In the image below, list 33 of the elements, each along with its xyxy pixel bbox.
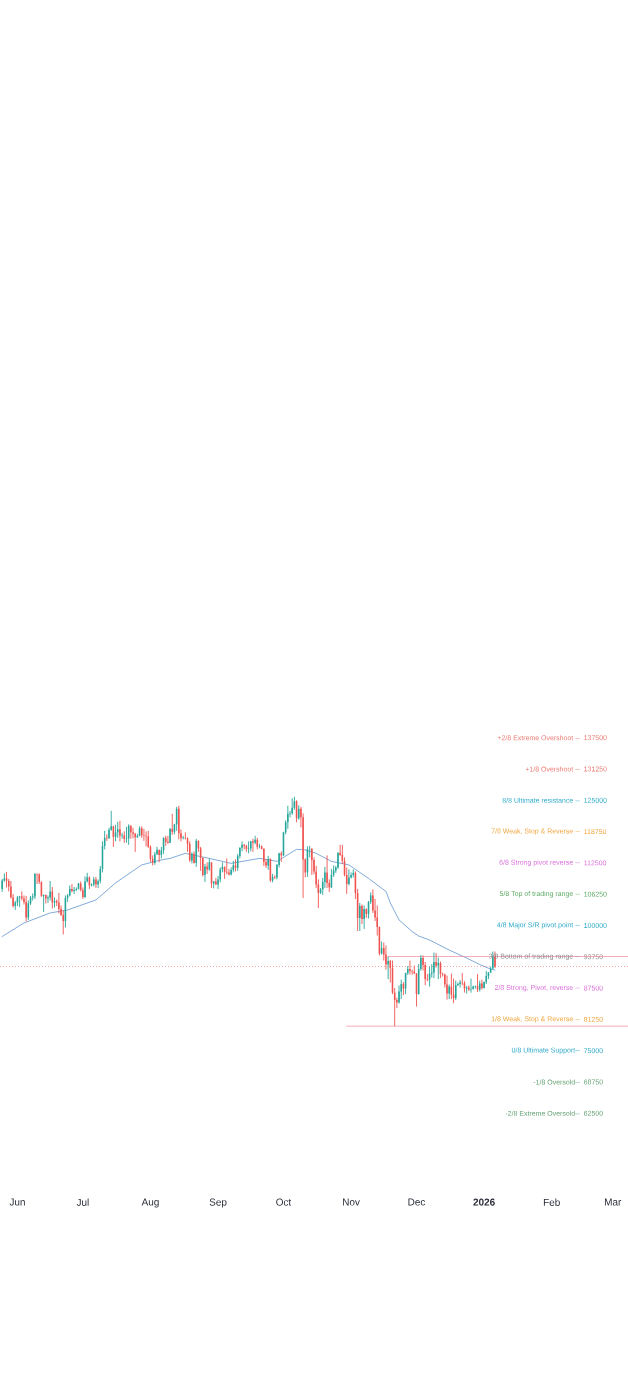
candlestick <box>71 883 73 893</box>
candlestick <box>119 820 121 842</box>
candlestick <box>121 832 123 840</box>
candlestick <box>25 895 27 922</box>
candlestick <box>49 880 51 901</box>
candlestick <box>311 847 313 876</box>
candlestick <box>470 978 472 994</box>
x-tick-label: 2026 <box>473 1198 495 1206</box>
candlestick <box>435 952 437 968</box>
candlestick <box>263 847 265 867</box>
candlestick <box>459 979 461 989</box>
candlestick <box>252 838 254 853</box>
candlestick <box>287 805 289 830</box>
candlestick <box>348 868 350 886</box>
candlestick <box>409 960 411 976</box>
candlestick <box>58 892 60 914</box>
x-tick-label: Aug <box>141 1198 159 1208</box>
x-tick-label: Dec <box>408 1198 426 1206</box>
candlestick <box>433 952 435 979</box>
candlestick <box>446 975 448 1001</box>
x-tick-label: Jun <box>9 1198 25 1206</box>
x-tick-label: Jul <box>76 1198 89 1206</box>
x-tick-label: Mar <box>604 1198 622 1206</box>
candlestick <box>326 854 328 889</box>
candlestick <box>73 886 75 895</box>
candlestick <box>84 875 86 899</box>
candlestick <box>130 824 132 840</box>
line-series <box>1 849 496 971</box>
x-tick-label: Nov <box>343 1198 360 1206</box>
x-tick-label: Feb <box>543 1198 560 1206</box>
candlestick <box>215 877 217 886</box>
x-tick-label: Oct <box>276 1198 292 1206</box>
x-tick-label: Sep <box>209 1198 227 1208</box>
